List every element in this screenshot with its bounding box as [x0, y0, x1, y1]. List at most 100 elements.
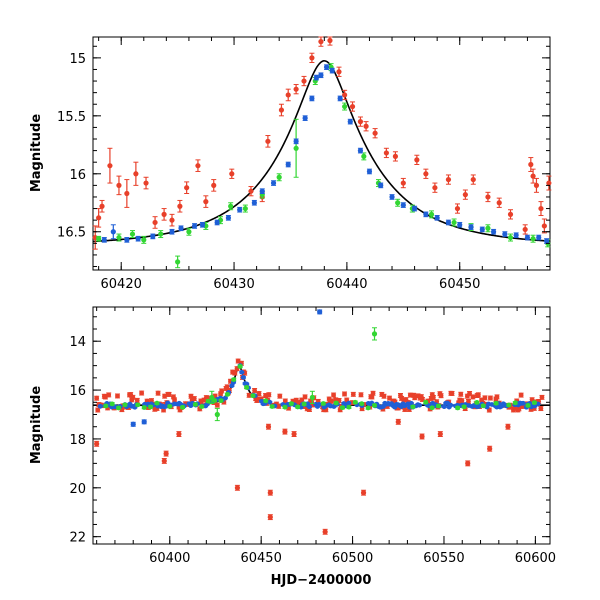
top-red-point	[229, 171, 235, 177]
bottom-red-point	[370, 390, 376, 396]
top-blue-point	[400, 202, 406, 208]
bottom-red-point	[470, 394, 476, 400]
top-red-point	[278, 107, 285, 113]
top-blue-point	[135, 236, 141, 242]
top-green-point	[342, 103, 348, 110]
top-blue-point	[544, 238, 550, 244]
bottom-green-point	[333, 400, 339, 406]
bottom-green-point	[532, 400, 537, 406]
bottom-red-point	[106, 392, 112, 398]
bottom-green-point	[512, 400, 518, 406]
bottom-red-outlier	[487, 446, 493, 452]
bottom-red-point	[95, 407, 101, 413]
bottom-red-point	[224, 384, 230, 390]
top-y-tick-label: 15.5	[57, 110, 86, 125]
top-red-point	[152, 219, 158, 226]
top-red-point	[184, 185, 190, 191]
top-red-point	[124, 190, 130, 197]
top-model-curve-layer	[92, 60, 551, 243]
top-red-point	[285, 92, 291, 98]
top-blue-point	[150, 233, 156, 239]
bottom-green-point	[231, 377, 237, 382]
top-green-point	[228, 203, 234, 209]
top-blue-point	[270, 180, 277, 186]
bottom-red-outlier	[234, 485, 241, 491]
bottom-x-axis-title: HJD−2400000	[271, 573, 372, 588]
top-blue-point	[347, 119, 353, 125]
top-red-point	[400, 180, 406, 186]
bottom-red-outlier	[465, 460, 471, 466]
bottom-blue-point	[239, 369, 245, 375]
bottom-green-point	[148, 404, 153, 410]
bottom-green-point	[122, 402, 128, 408]
top-data-points-layer	[92, 36, 552, 269]
bottom-green-outlier	[371, 331, 378, 337]
top-blue-point	[191, 223, 198, 229]
top-blue-point	[457, 222, 463, 228]
bottom-red-point	[214, 402, 220, 408]
bottom-red-outlier	[282, 429, 288, 435]
bottom-blue-point	[241, 375, 246, 380]
top-red-point	[107, 163, 113, 169]
bottom-green-outlier	[209, 394, 215, 401]
bottom-y-tick-label: 20	[69, 482, 86, 497]
bottom-green-point	[365, 405, 371, 411]
bottom-red-point	[369, 394, 375, 400]
top-red-point	[96, 215, 102, 221]
bottom-green-point	[352, 399, 358, 405]
bottom-green-point	[301, 401, 307, 407]
top-red-point	[541, 223, 547, 229]
top-blue-point	[434, 215, 440, 221]
bottom-green-point	[244, 385, 249, 390]
top-red-point	[528, 161, 534, 168]
bottom-blue-outlier	[141, 419, 147, 425]
top-blue-point	[214, 219, 220, 226]
top-blue-point	[259, 188, 265, 194]
top-blue-point	[445, 219, 452, 226]
bottom-green-point	[429, 405, 435, 411]
top-red-point	[383, 150, 389, 156]
bottom-red-point	[328, 398, 334, 404]
bottom-red-point	[256, 391, 262, 396]
bottom-red-outlier	[437, 431, 443, 437]
top-x-tick-label: 60450	[439, 277, 480, 292]
top-red-point	[432, 185, 438, 191]
bottom-red-point	[438, 393, 444, 399]
top-red-point	[454, 205, 461, 212]
bottom-green-point	[525, 403, 531, 408]
bottom-green-point	[423, 399, 429, 405]
bottom-axis-ticks: 60400 60450 60500 60550 60600 14 16 18 20 22	[69, 307, 556, 566]
bottom-red-point	[488, 395, 493, 401]
top-green-point	[530, 236, 536, 242]
top-green-point	[175, 259, 181, 265]
bottom-blue-outlier	[130, 421, 136, 427]
bottom-y-tick-label: 18	[69, 433, 86, 448]
bottom-red-outlier	[360, 490, 367, 496]
top-blue-point	[524, 234, 531, 241]
bottom-green-outlier	[214, 411, 220, 418]
bottom-green-point	[282, 404, 288, 410]
bottom-green-point	[218, 398, 224, 404]
top-blue-point	[468, 224, 474, 230]
bottom-x-tick-label: 60550	[423, 551, 464, 566]
bottom-red-outlier	[322, 529, 328, 535]
top-blue-point	[479, 226, 485, 233]
bottom-red-point	[134, 397, 140, 403]
bottom-green-point	[109, 401, 115, 407]
top-red-point	[462, 192, 468, 198]
top-blue-point	[337, 95, 343, 102]
top-red-point	[248, 188, 254, 194]
top-blue-point	[237, 207, 243, 213]
top-red-point	[161, 211, 167, 217]
top-blue-point	[366, 168, 373, 175]
top-red-point	[309, 55, 315, 61]
bottom-red-point	[166, 391, 172, 397]
bottom-blue-point	[316, 401, 322, 407]
bottom-red-outlier	[267, 514, 273, 520]
top-red-point	[423, 171, 429, 177]
top-y-tick-label: 16.5	[57, 226, 86, 241]
top-blue-point	[318, 72, 324, 78]
top-red-point	[349, 103, 356, 110]
bottom-red-outlier	[176, 431, 182, 437]
top-red-point	[265, 138, 271, 144]
